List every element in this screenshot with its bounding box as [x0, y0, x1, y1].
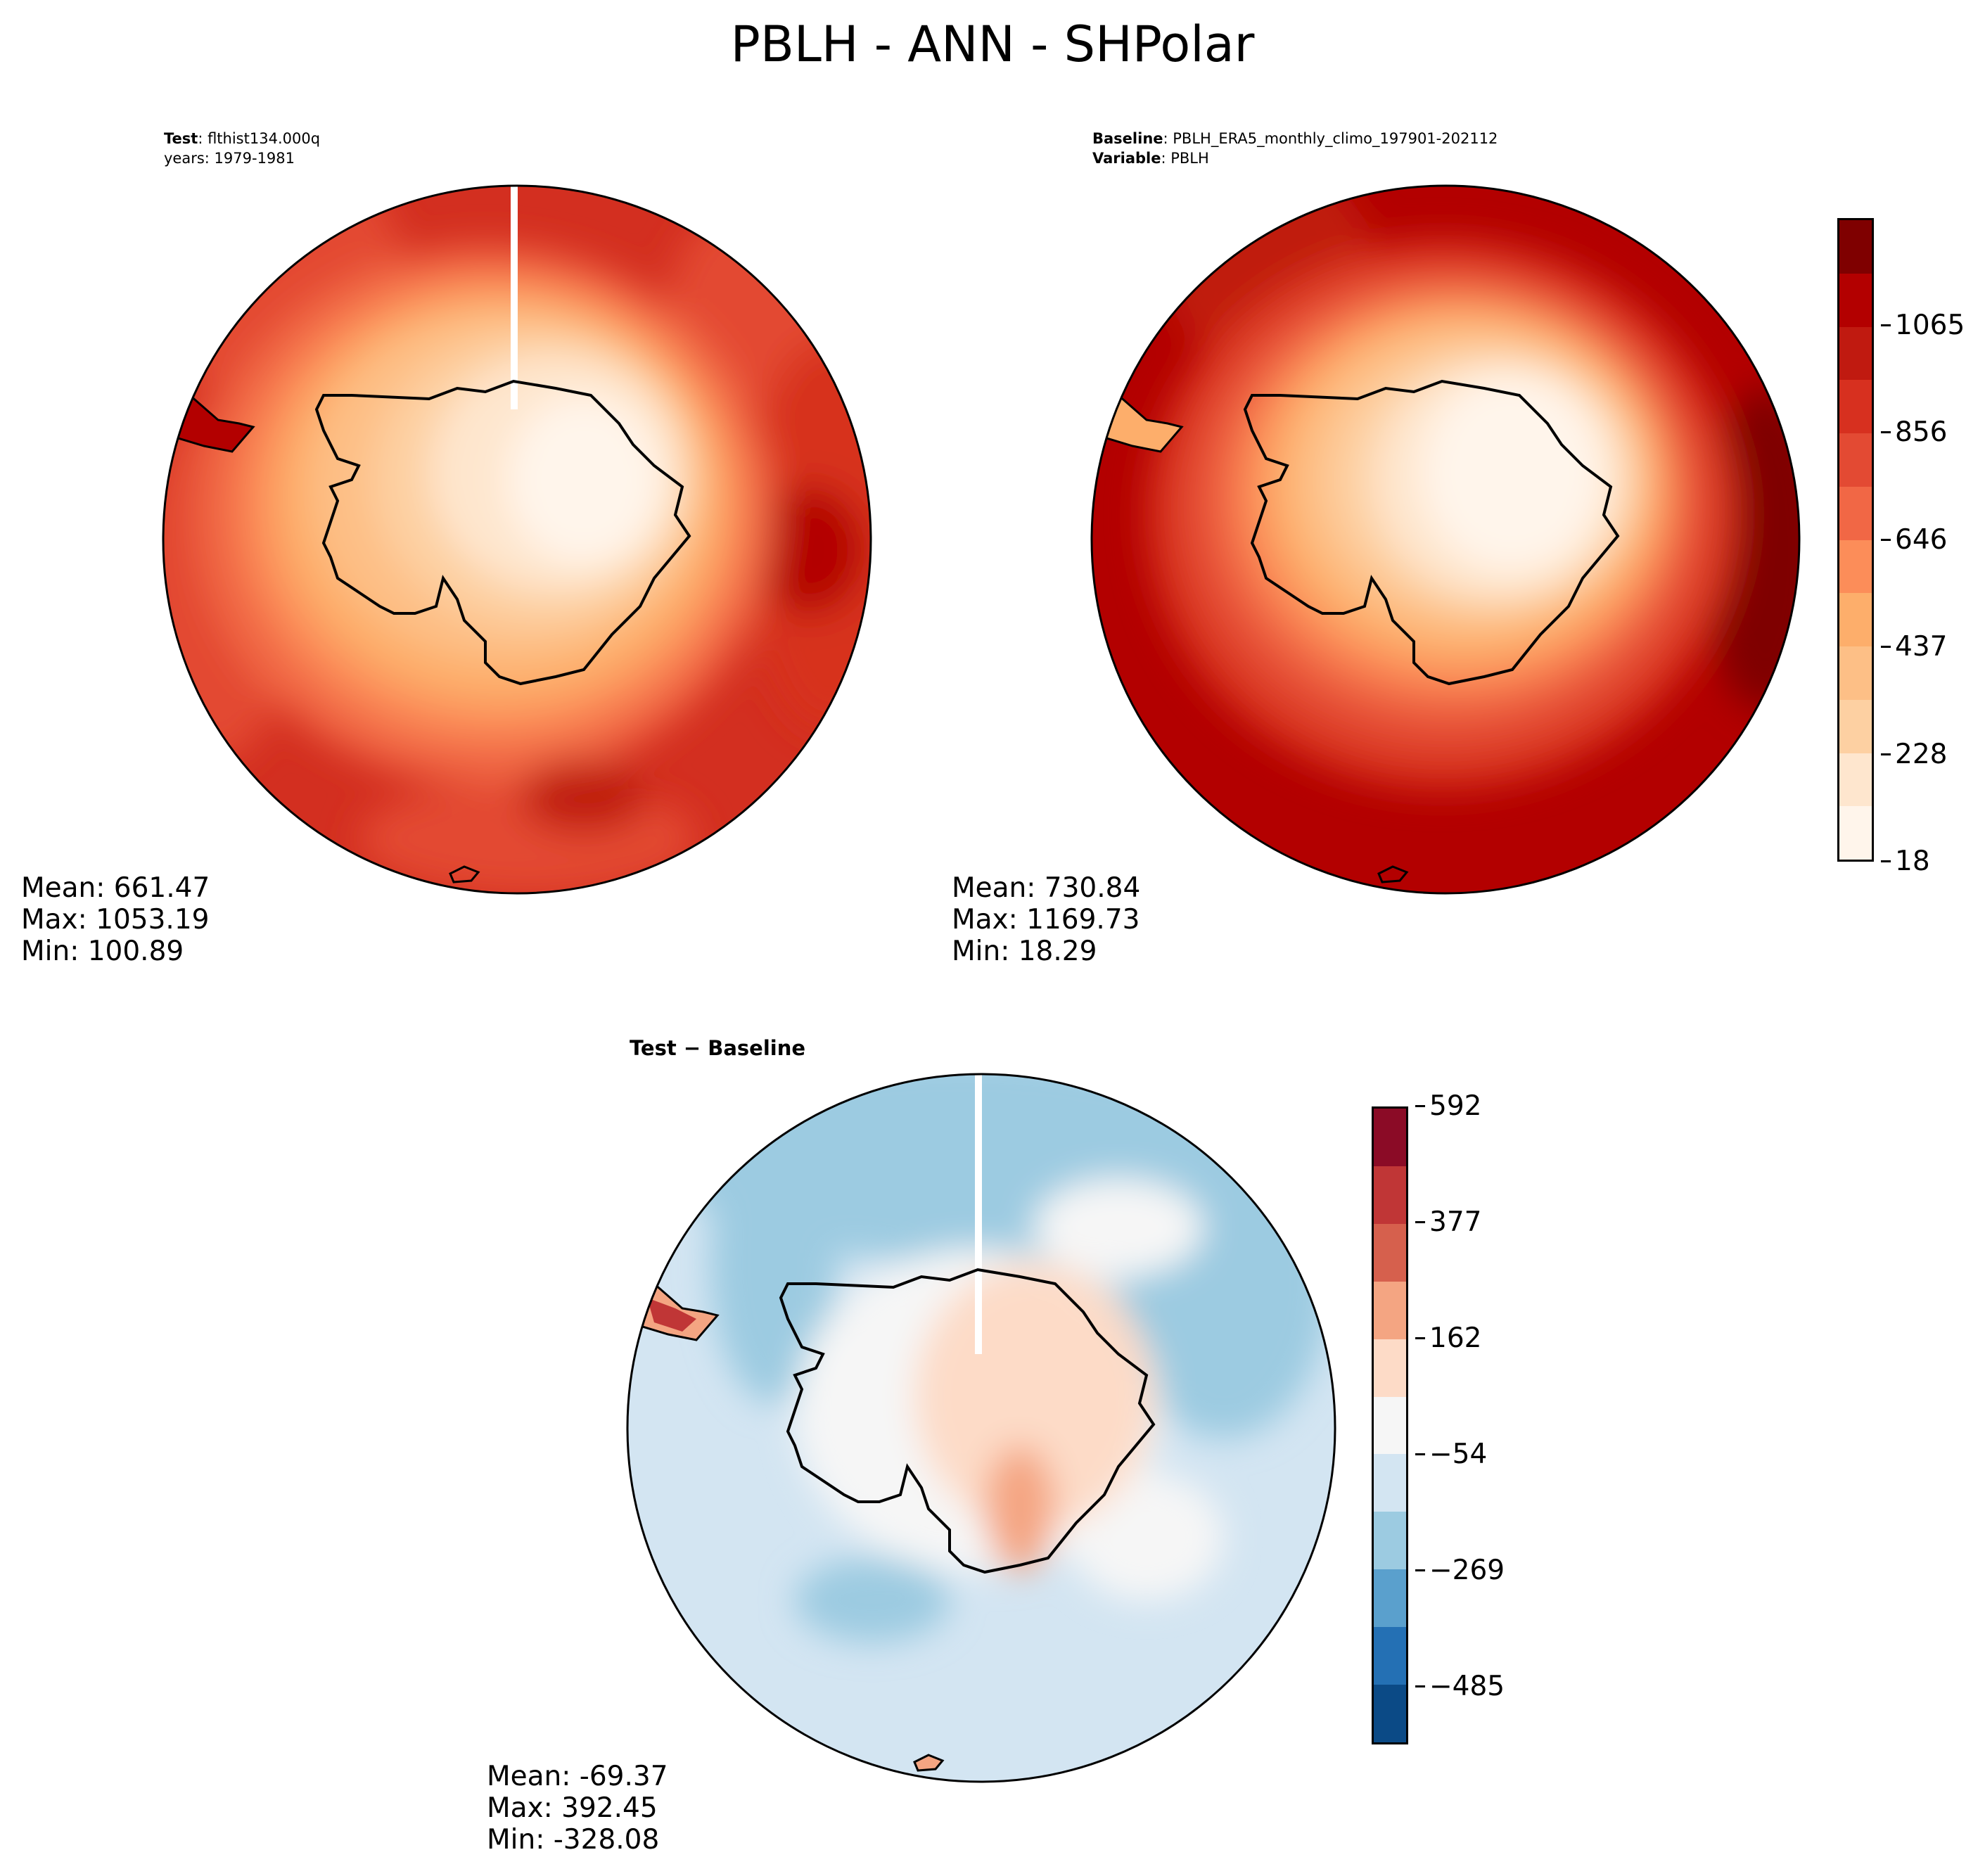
test-stats: Mean: 661.47 Max: 1053.19 Min: 100.89: [21, 872, 210, 967]
diff-colorbar-segment: [1374, 1512, 1406, 1570]
baseline-field-contours: [1147, 186, 1799, 789]
diff-antarctica-coastline: [779, 1268, 1156, 1574]
diff-colorbar-tick-label: −54: [1415, 1438, 1488, 1470]
diff-colorbar-segment: [1374, 1166, 1406, 1224]
diff-colorbar-segment: [1374, 1223, 1406, 1282]
main-colorbar-tick-label: 18: [1881, 846, 1930, 877]
main-colorbar-segment: [1839, 273, 1872, 327]
main-colorbar-segment: [1839, 699, 1872, 753]
test-years: years: 1979-1981: [164, 150, 295, 167]
test-mean: Mean: 661.47: [21, 872, 210, 904]
diff-colorbar-tick-label: 592: [1415, 1090, 1482, 1122]
main-colorbar-segment: [1839, 593, 1872, 646]
test-missing-data-strip: [511, 186, 518, 409]
baseline-max: Max: 1169.73: [952, 904, 1140, 936]
diff-colorbar-tick-label: 162: [1415, 1322, 1482, 1354]
main-colorbar-tick-label: 228: [1880, 738, 1948, 770]
diff-colorbar-segment: [1374, 1339, 1406, 1397]
variable-label: Variable: [1092, 150, 1161, 167]
main-colorbar-tick-label: 437: [1880, 631, 1948, 663]
test-label: Test: [164, 130, 198, 147]
diff-colorbar-segment: [1374, 1396, 1406, 1455]
diff-australia-coast: [913, 1754, 945, 1772]
diff-missing-data-strip: [975, 1074, 982, 1354]
main-colorbar-segment: [1839, 380, 1872, 433]
main-colorbar-segment: [1839, 433, 1872, 487]
main-colorbar: [1837, 218, 1874, 862]
main-colorbar-segment: [1839, 486, 1872, 540]
main-colorbar-segment: [1839, 540, 1872, 594]
main-colorbar-tick-label: 1065: [1880, 309, 1965, 341]
diff-stats: Mean: -69.37 Max: 392.45 Min: -328.08: [487, 1761, 668, 1856]
baseline-min: Min: 18.29: [952, 936, 1097, 967]
diff-colorbar: [1372, 1106, 1408, 1744]
diff-colorbar-segment: [1374, 1109, 1406, 1166]
diff-mean: Mean: -69.37: [487, 1761, 668, 1792]
test-max: Max: 1053.19: [21, 904, 210, 936]
diff-map-boundary: [626, 1073, 1336, 1783]
diff-colorbar-tick-label: −269: [1415, 1554, 1505, 1586]
diff-andes-anomaly: [647, 1298, 696, 1332]
diff-colorbar-segment: [1374, 1454, 1406, 1512]
main-colorbar-segment: [1839, 220, 1872, 274]
baseline-case-name: : PBLH_ERA5_monthly_climo_197901-202112: [1163, 130, 1498, 147]
diff-title: Test − Baseline: [630, 1036, 806, 1060]
test-antarctica-coastline: [314, 379, 691, 686]
baseline-label: Baseline: [1092, 130, 1163, 147]
diff-colorbar-segment: [1374, 1569, 1406, 1628]
baseline-header: Baseline: PBLH_ERA5_monthly_climo_197901…: [1092, 129, 1498, 168]
diff-colorbar-tick-label: −485: [1415, 1670, 1505, 1702]
test-min: Min: 100.89: [21, 936, 184, 967]
diff-colorbar-segment: [1374, 1685, 1406, 1742]
baseline-mean: Mean: 730.84: [952, 872, 1141, 904]
diff-colorbar-segment: [1374, 1281, 1406, 1339]
main-colorbar-segment: [1839, 806, 1872, 860]
baseline-antarctica-coastline: [1243, 379, 1620, 686]
diff-max: Max: 392.45: [487, 1792, 658, 1824]
main-colorbar-segment: [1839, 326, 1872, 381]
figure-title: PBLH - ANN - SHPolar: [730, 15, 1255, 73]
baseline-australia-coast: [1377, 865, 1409, 883]
test-header: Test: flthist134.000q years: 1979-1981: [164, 129, 320, 168]
main-colorbar-tick-label: 646: [1880, 523, 1948, 556]
diff-colorbar-segment: [1374, 1627, 1406, 1685]
test-map: [162, 184, 872, 895]
diff-map: [626, 1073, 1336, 1783]
baseline-map: [1090, 184, 1801, 895]
variable-name: : PBLH: [1161, 150, 1209, 167]
diff-min: Min: -328.08: [487, 1824, 660, 1856]
test-australia-coast: [449, 865, 480, 883]
test-map-boundary: [162, 184, 872, 895]
baseline-stats: Mean: 730.84 Max: 1169.73 Min: 18.29: [952, 872, 1140, 967]
diff-colorbar-tick-label: 377: [1415, 1206, 1482, 1238]
test-case-name: : flthist134.000q: [198, 130, 321, 147]
baseline-map-boundary: [1090, 184, 1801, 895]
main-colorbar-segment: [1839, 646, 1872, 700]
main-colorbar-tick-label: 856: [1880, 416, 1948, 448]
main-colorbar-segment: [1839, 753, 1872, 807]
